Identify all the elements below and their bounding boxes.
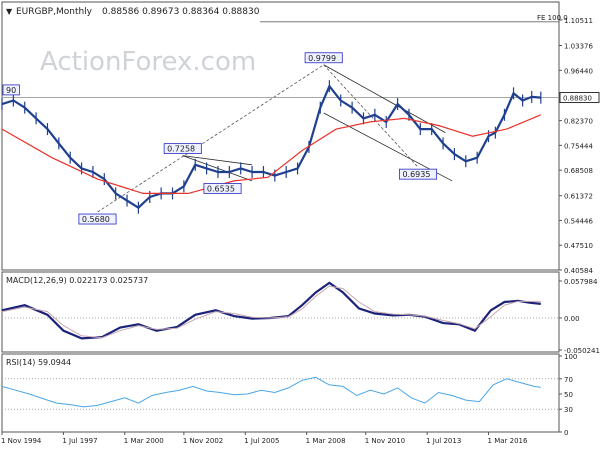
annotation-box (399, 168, 438, 180)
price-series (1, 80, 542, 214)
macd-panel (1, 271, 560, 353)
annotations: 0.9799 0.7258 0.6535 0.5680 0.6935 90 (2, 52, 438, 225)
ohlc-readout: 0.88586 0.89673 0.88364 0.88830 (102, 7, 260, 17)
macd-tick-label: 0.00 (564, 315, 580, 323)
time-tick-label: 1 Mar 2000 (124, 437, 164, 445)
annotation-box (78, 213, 117, 225)
time-tick-label: 1 Nov 2002 (183, 437, 223, 445)
annotation-label: 0.9799 (308, 54, 336, 63)
time-axis: 1 Nov 1994 1 Jul 1997 1 Mar 2000 1 Nov 2002… (1, 432, 528, 445)
price-tick-label: 0.54446 (564, 217, 593, 225)
fib-dashed-line (323, 64, 419, 168)
price-tick-label: 0.40584 (564, 267, 593, 275)
macd-axis: 0.057984 0.00 -0.050241 (559, 278, 600, 355)
price-line (1, 85, 541, 209)
level-label: FE 100.0 (537, 14, 568, 22)
rsi-series (1, 376, 559, 410)
price-tick-label: 0.75444 (564, 142, 593, 150)
time-tick-label: 1 Mar 2008 (306, 437, 346, 445)
header-dropdown-icon[interactable]: ▼ (6, 7, 13, 16)
rsi-tick-label: 100 (564, 353, 577, 361)
price-tick-label: 0.47510 (564, 242, 593, 250)
annotation-label: 0.6935 (402, 170, 430, 179)
time-tick-label: 1 Jul 2005 (244, 437, 279, 445)
time-tick-label: 1 Nov 2010 (365, 437, 405, 445)
rsi-line (1, 376, 541, 408)
signal-line (1, 285, 541, 339)
annotation-box (304, 52, 343, 64)
time-tick-label: 1 Jul 1997 (62, 437, 97, 445)
price-tick-label: 1.10511 (564, 17, 593, 25)
price-tick-label: 1.03376 (564, 43, 593, 51)
rsi-tick-label: 30 (564, 406, 573, 414)
rsi-panel (1, 353, 560, 433)
price-tick-label: 0.68508 (564, 167, 593, 175)
rsi-tick-label: 50 (564, 391, 573, 399)
rsi-tick-label: 70 (564, 376, 573, 384)
rsi-axis: 100 70 50 30 0 (559, 353, 577, 437)
annotation-box (2, 84, 20, 96)
current-price-label: 0.88830 (563, 95, 592, 103)
annotation-box (203, 183, 242, 194)
annotation-label: 0.6535 (207, 184, 235, 193)
time-tick-label: 1 Mar 2016 (488, 437, 528, 445)
annotation-label: 90 (6, 86, 16, 95)
macd-tick-label: -0.050241 (564, 347, 600, 355)
rsi-title: RSI(14) 59.0944 (6, 358, 71, 367)
annotation-box (163, 143, 202, 155)
watermark: ActionForex.com (40, 47, 256, 77)
moving-average (1, 114, 542, 194)
channel-upper (323, 64, 446, 134)
symbol-timeframe: EURGBP,Monthly (16, 7, 93, 17)
price-tick-label: 0.61372 (564, 193, 593, 201)
level-lines: FE 100.0 (2, 14, 568, 98)
price-axis: 1.105111.033760.964400.895040.823700.754… (559, 17, 600, 275)
macd-title: MACD(12,26,9) 0.022173 0.025737 (6, 276, 148, 285)
current-price-badge (559, 92, 600, 104)
macd-series (1, 281, 559, 340)
time-tick-label: 1 Nov 1994 (1, 437, 42, 445)
macd-tick-label: 0.057984 (564, 278, 598, 286)
macd-line (1, 281, 541, 340)
price-panel (1, 1, 560, 271)
time-tick-label: 1 Jul 2013 (426, 437, 461, 445)
ma-line (1, 114, 542, 194)
annotation-label: 0.5680 (82, 215, 110, 224)
price-tick-label: 0.82370 (564, 118, 593, 126)
price-tick-label: 0.96440 (564, 67, 593, 75)
annotation-label: 0.7258 (167, 145, 195, 154)
rsi-tick-label: 0 (564, 429, 568, 437)
